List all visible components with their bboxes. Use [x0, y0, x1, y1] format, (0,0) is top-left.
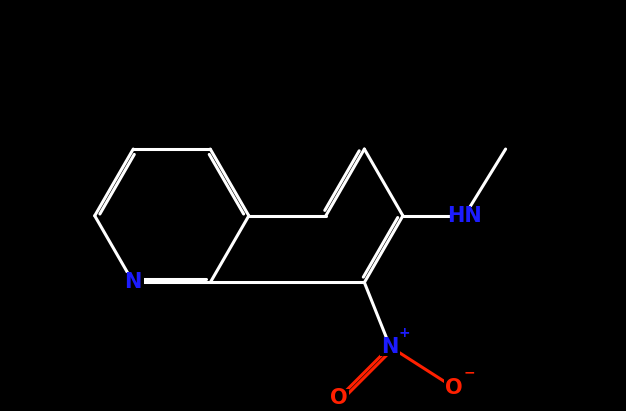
Bar	[450, 206, 479, 225]
Text: HN: HN	[447, 206, 482, 226]
Text: N: N	[381, 337, 399, 357]
Bar	[444, 379, 464, 397]
Bar	[380, 337, 400, 356]
Bar	[329, 389, 349, 407]
Text: O: O	[330, 388, 347, 408]
Text: −: −	[464, 365, 476, 379]
Bar	[123, 273, 143, 292]
Text: +: +	[399, 326, 410, 340]
Text: N: N	[125, 272, 142, 293]
Text: O: O	[446, 378, 463, 398]
